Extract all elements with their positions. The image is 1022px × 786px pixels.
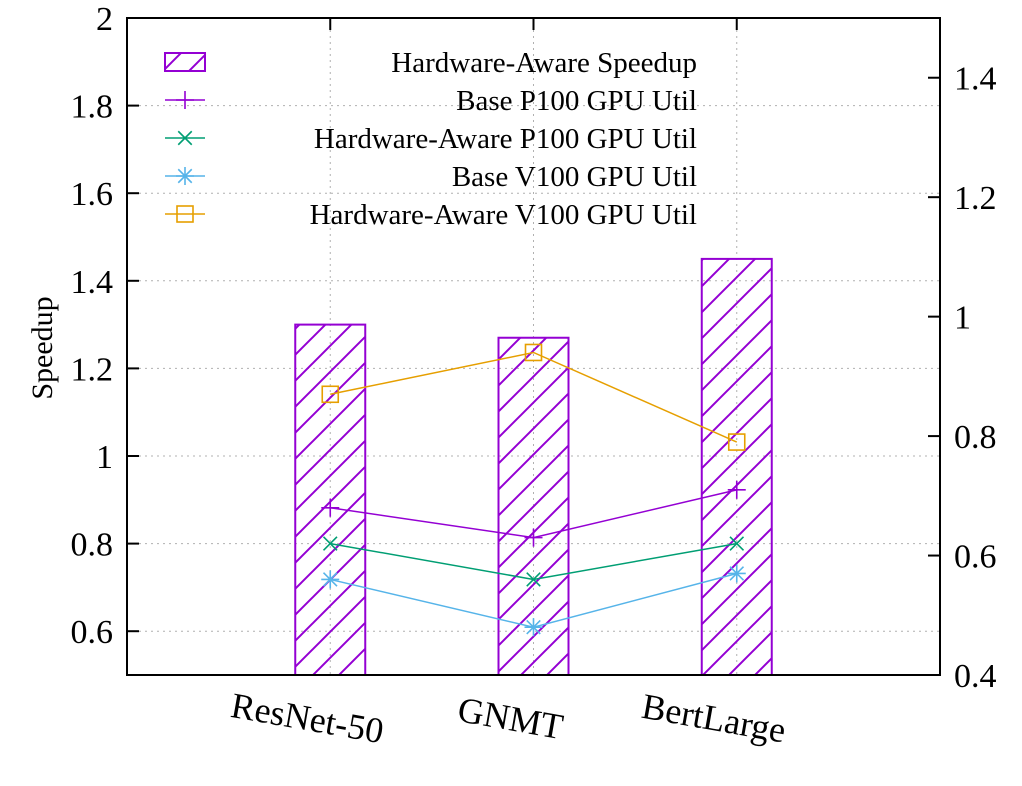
legend-swatch [164, 52, 206, 72]
series-point [524, 343, 543, 362]
bar-hardware-aware-speedup [700, 257, 773, 676]
series-point [321, 498, 340, 517]
y-tick-label: 0.6 [71, 614, 114, 651]
legend-swatch-marker [176, 167, 194, 185]
y2-tick-label: 1.4 [954, 61, 997, 98]
y-tick-label: 0.8 [71, 527, 114, 564]
series-point [321, 385, 340, 404]
y-tick-label: 2 [96, 1, 113, 38]
y2-tick-label: 1.2 [954, 180, 997, 217]
series-point [321, 570, 340, 589]
y2-tick-label: 0.4 [954, 658, 997, 695]
legend-label: Hardware-Aware V100 GPU Util [310, 199, 697, 231]
legend: Hardware-Aware Speedup Base P100 GPU Util… [164, 47, 697, 231]
series-point [524, 528, 543, 547]
legend-label: Hardware-Aware Speedup [391, 47, 697, 79]
x-tick-label: ResNet-50 [228, 685, 387, 751]
legend-swatch-marker [176, 205, 194, 223]
x-tick-label: GNMT [455, 689, 566, 747]
legend-swatch-marker [177, 130, 193, 146]
bars [294, 257, 773, 676]
y-tick-label: 1 [96, 439, 113, 476]
legend-swatch-marker [176, 91, 194, 109]
y-tick-label: 1.6 [71, 176, 114, 213]
series-point [524, 618, 543, 637]
series-point [526, 572, 541, 587]
series-point [727, 564, 746, 583]
legend-label: Base V100 GPU Util [452, 161, 697, 193]
series-line [330, 351, 738, 443]
y-tick-label: 1.4 [71, 264, 114, 301]
series-point [322, 536, 338, 551]
y2-tick-label: 1 [954, 300, 971, 337]
series-point [729, 536, 745, 551]
x-tick-label: BertLarge [639, 686, 789, 751]
y2-tick-label: 0.8 [954, 419, 997, 456]
legend-label: Base P100 GPU Util [456, 85, 697, 117]
y2-tick-label: 0.6 [954, 539, 997, 576]
legend-label: Hardware-Aware P100 GPU Util [314, 123, 697, 155]
series-point [727, 480, 746, 499]
series-point [727, 433, 746, 451]
y-axis-label: Speedup [26, 296, 59, 399]
line-series [321, 343, 746, 637]
y-tick-label: 1.8 [71, 89, 114, 126]
y-tick-label: 1.2 [71, 351, 114, 388]
